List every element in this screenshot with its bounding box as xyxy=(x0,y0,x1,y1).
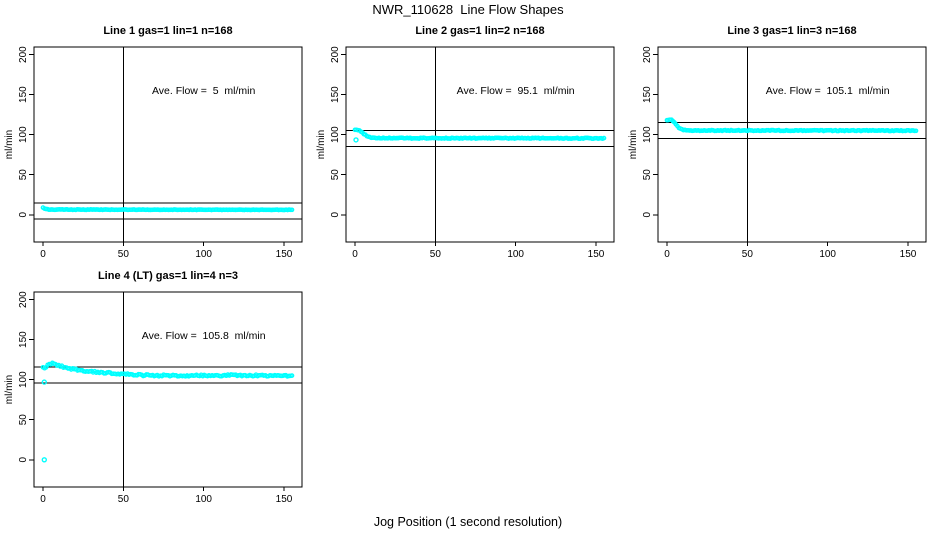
y-tick-label: 0 xyxy=(18,212,29,218)
subplot-line-2: 0 50 100 150 0 50 100 150 200 ml/min Line 2 gas=1 … xyxy=(316,25,615,260)
y-axis-label: ml/min xyxy=(4,130,15,159)
plot-box xyxy=(657,46,927,243)
x-tick-label: 150 xyxy=(276,249,293,260)
data-point xyxy=(289,207,295,213)
x-tick-label: 100 xyxy=(195,494,212,505)
y-tick-label: 100 xyxy=(18,371,29,388)
x-tick-label: 100 xyxy=(195,249,212,260)
data-points xyxy=(352,127,607,142)
x-tick-label: 150 xyxy=(588,249,605,260)
y-axis-label: ml/min xyxy=(316,130,327,159)
subplot-line-4: 0 50 100 150 0 50 100 150 200 ml/min Line 4 (LT) g… xyxy=(4,270,303,505)
y-tick-label: 0 xyxy=(642,212,653,218)
average-flow-annotation: Ave. Flow = 5 ml/min xyxy=(152,85,256,97)
outlier-data-point xyxy=(41,379,47,385)
x-tick-label: 50 xyxy=(430,249,442,260)
y-tick-label: 150 xyxy=(330,86,341,103)
x-tick-label: 0 xyxy=(40,249,46,260)
data-point xyxy=(601,135,607,141)
subplot-line-3: 0 50 100 150 0 50 100 150 200 ml/min Line 3 gas=1 … xyxy=(628,25,927,260)
outlier-data-point xyxy=(41,457,47,463)
data-points xyxy=(40,205,295,213)
data-point xyxy=(289,373,295,378)
data-points xyxy=(664,117,919,134)
outlier-data-point xyxy=(353,137,359,143)
x-tick-label: 50 xyxy=(742,249,754,260)
y-tick-label: 200 xyxy=(18,46,29,63)
x-tick-label: 150 xyxy=(900,249,917,260)
y-tick-label: 50 xyxy=(18,414,29,426)
y-tick-label: 100 xyxy=(642,126,653,143)
subplot-title: Line 1 gas=1 lin=1 n=168 xyxy=(103,25,232,37)
x-axis-figure-label: Jog Position (1 second resolution) xyxy=(373,515,563,529)
y-tick-label: 100 xyxy=(18,126,29,143)
y-tick-label: 150 xyxy=(18,331,29,348)
y-tick-label: 200 xyxy=(642,46,653,63)
figure-title: NWR_110628 Line Flow Shapes xyxy=(372,2,564,17)
x-tick-label: 100 xyxy=(507,249,524,260)
subplot-title: Line 2 gas=1 lin=2 n=168 xyxy=(415,25,544,37)
y-tick-label: 50 xyxy=(642,169,653,181)
subplot-title: Line 3 gas=1 lin=3 n=168 xyxy=(727,25,856,37)
x-tick-label: 0 xyxy=(664,249,670,260)
data-points xyxy=(40,360,295,379)
subplot-line-1: 0 50 100 150 0 50 100 150 200 ml/min Line 1 gas=1 … xyxy=(4,25,303,260)
x-tick-label: 100 xyxy=(819,249,836,260)
y-tick-label: 0 xyxy=(330,212,341,218)
y-tick-label: 150 xyxy=(18,86,29,103)
y-tick-label: 50 xyxy=(330,169,341,181)
subplot-title: Line 4 (LT) gas=1 lin=4 n=3 xyxy=(98,270,238,282)
x-tick-label: 50 xyxy=(118,494,130,505)
y-tick-label: 100 xyxy=(330,126,341,143)
plot-box xyxy=(33,291,303,488)
y-axis-label: ml/min xyxy=(628,130,639,159)
x-tick-label: 50 xyxy=(118,249,130,260)
y-tick-label: 200 xyxy=(18,291,29,308)
x-tick-label: 0 xyxy=(40,494,46,505)
plot-box xyxy=(345,46,615,243)
y-tick-label: 150 xyxy=(642,86,653,103)
average-flow-annotation: Ave. Flow = 105.1 ml/min xyxy=(766,85,890,97)
y-tick-label: 50 xyxy=(18,169,29,181)
x-tick-label: 0 xyxy=(352,249,358,260)
y-tick-label: 200 xyxy=(330,46,341,63)
x-tick-label: 150 xyxy=(276,494,293,505)
plot-box xyxy=(33,46,303,243)
average-flow-annotation: Ave. Flow = 95.1 ml/min xyxy=(457,85,575,97)
y-axis-label: ml/min xyxy=(4,375,15,404)
average-flow-annotation: Ave. Flow = 105.8 ml/min xyxy=(142,330,266,342)
y-tick-label: 0 xyxy=(18,457,29,463)
data-point xyxy=(913,128,919,134)
